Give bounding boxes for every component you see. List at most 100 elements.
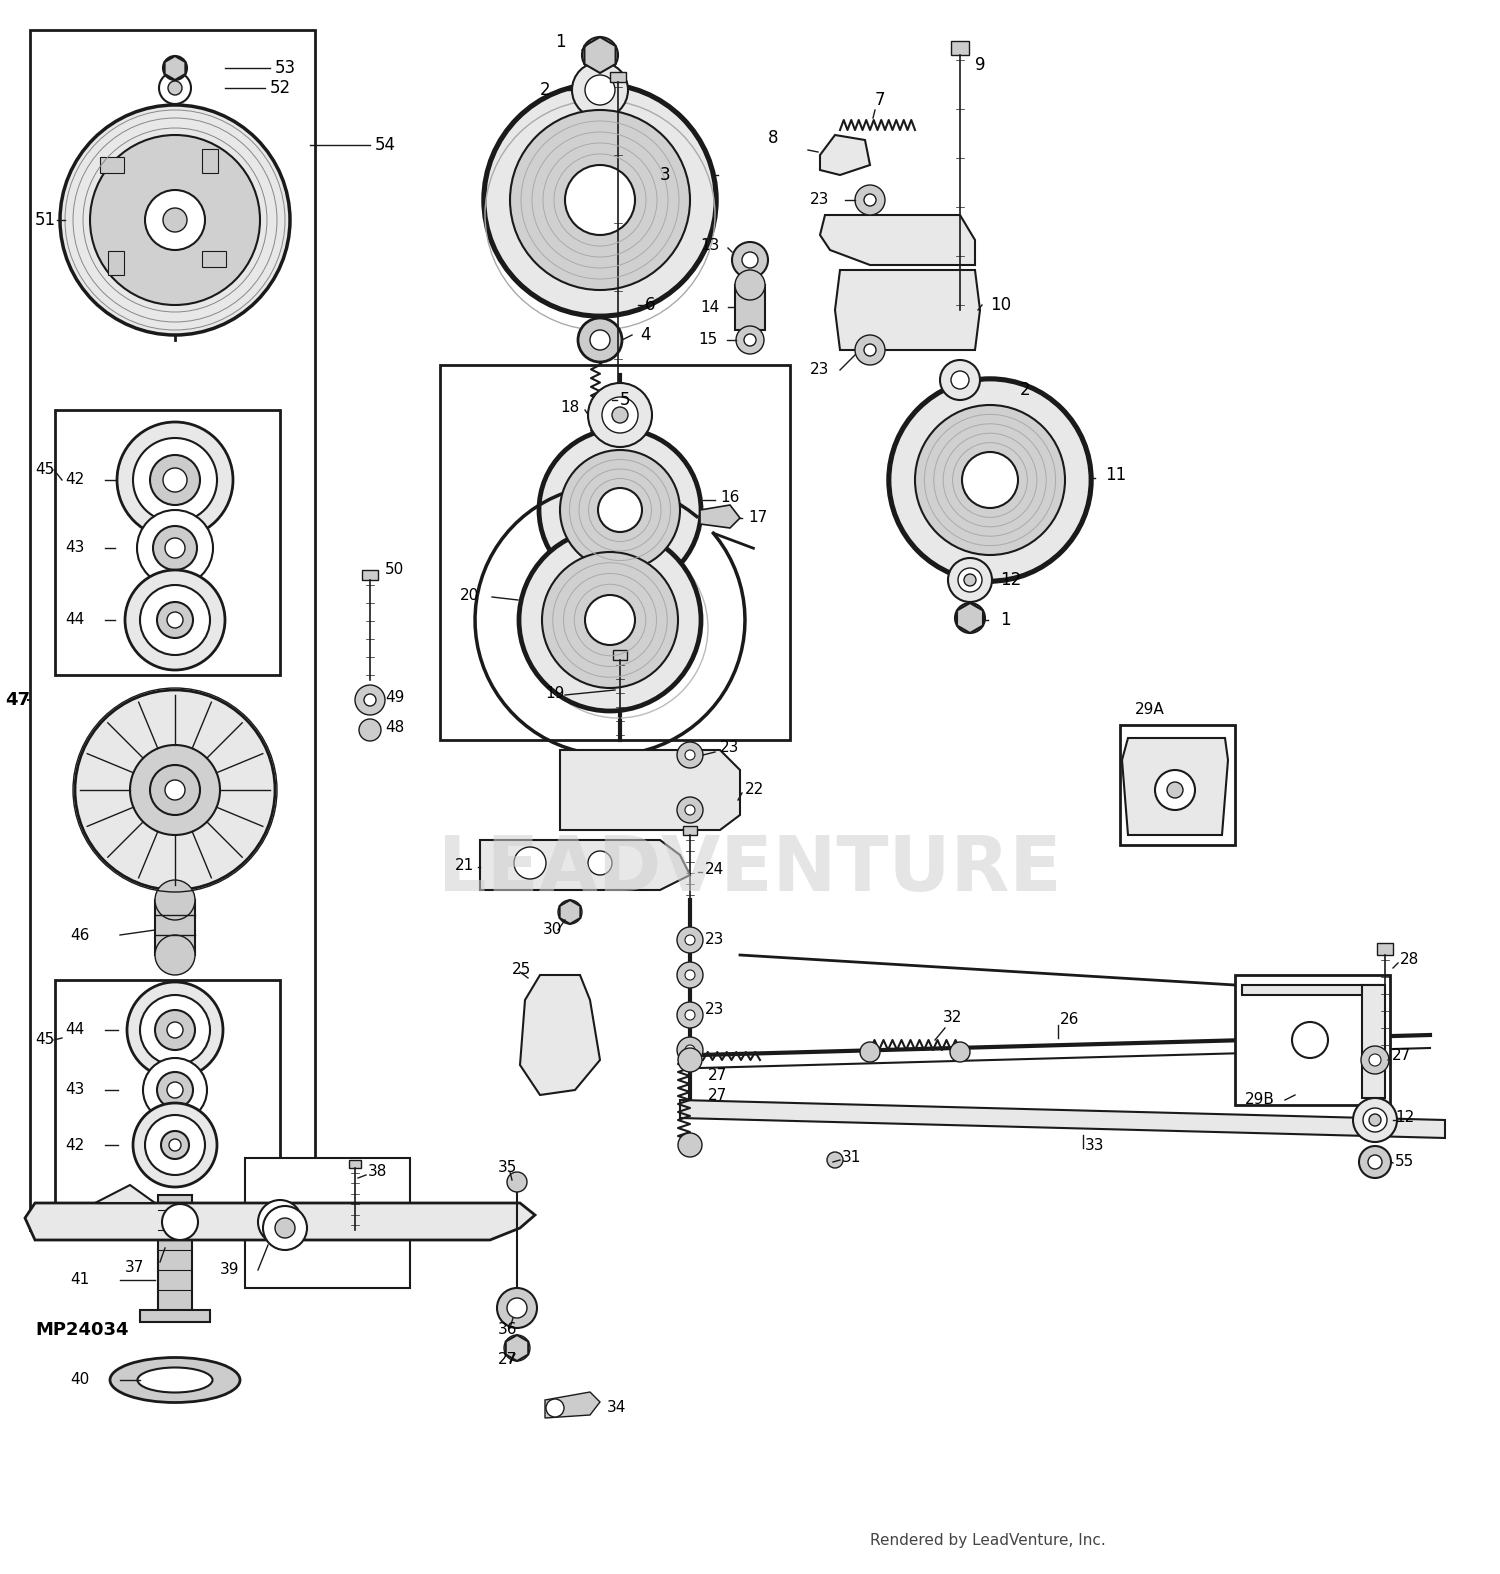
Text: 25: 25	[512, 962, 531, 977]
Circle shape	[504, 1335, 530, 1362]
Circle shape	[676, 927, 703, 952]
Circle shape	[588, 382, 652, 447]
Text: 21: 21	[454, 858, 474, 872]
Text: 31: 31	[842, 1151, 861, 1165]
Circle shape	[150, 765, 200, 815]
Text: 27: 27	[708, 1088, 728, 1102]
Circle shape	[915, 405, 1065, 556]
Circle shape	[496, 1288, 537, 1328]
Circle shape	[736, 326, 764, 354]
Circle shape	[735, 271, 765, 301]
Polygon shape	[94, 1185, 154, 1203]
Text: 17: 17	[748, 510, 766, 526]
Circle shape	[1360, 1047, 1389, 1073]
Text: 45: 45	[34, 1033, 54, 1048]
Circle shape	[130, 745, 220, 834]
Circle shape	[150, 455, 200, 505]
Circle shape	[678, 1048, 702, 1072]
Text: 20: 20	[460, 587, 480, 603]
Circle shape	[676, 962, 703, 988]
Text: 40: 40	[70, 1373, 90, 1388]
Text: 23: 23	[705, 1003, 724, 1017]
Text: 12: 12	[1000, 571, 1022, 589]
Circle shape	[602, 397, 638, 433]
Circle shape	[676, 796, 703, 823]
Text: 12: 12	[1395, 1111, 1414, 1125]
Text: 13: 13	[700, 238, 720, 252]
Circle shape	[590, 331, 610, 349]
Circle shape	[75, 689, 274, 889]
Circle shape	[124, 570, 225, 671]
Text: 9: 9	[975, 57, 986, 74]
Circle shape	[827, 1152, 843, 1168]
Circle shape	[146, 1114, 206, 1176]
Polygon shape	[520, 974, 600, 1096]
Text: 4: 4	[640, 326, 651, 345]
Text: 5: 5	[620, 390, 630, 409]
Text: 2: 2	[540, 80, 550, 99]
Bar	[682, 826, 698, 834]
Text: 54: 54	[375, 135, 396, 154]
Polygon shape	[1122, 738, 1228, 834]
Circle shape	[950, 1042, 970, 1062]
Text: 38: 38	[368, 1165, 387, 1179]
Text: 29A: 29A	[1136, 702, 1164, 718]
Circle shape	[90, 135, 260, 305]
Circle shape	[128, 982, 224, 1078]
Polygon shape	[957, 603, 982, 633]
Circle shape	[686, 1011, 694, 1020]
Circle shape	[170, 1140, 182, 1151]
Circle shape	[676, 741, 703, 768]
Bar	[735, 285, 765, 331]
Circle shape	[962, 452, 1018, 508]
Text: 15: 15	[698, 332, 717, 348]
Ellipse shape	[138, 1368, 213, 1393]
Text: 27: 27	[498, 1352, 517, 1368]
Circle shape	[1368, 1155, 1382, 1169]
Bar	[350, 1160, 361, 1168]
Circle shape	[146, 190, 206, 250]
Text: 41: 41	[70, 1272, 90, 1288]
Text: 22: 22	[746, 782, 764, 798]
Text: Rendered by LeadVenture, Inc.: Rendered by LeadVenture, Inc.	[870, 1533, 1106, 1547]
Text: 23: 23	[705, 932, 724, 948]
Circle shape	[356, 685, 386, 715]
Bar	[362, 570, 378, 579]
Circle shape	[585, 76, 615, 105]
Polygon shape	[700, 505, 740, 527]
Circle shape	[948, 559, 992, 601]
Circle shape	[258, 1199, 302, 1243]
Circle shape	[1370, 1114, 1382, 1125]
Polygon shape	[1242, 985, 1382, 1025]
Circle shape	[582, 38, 618, 72]
Circle shape	[140, 995, 210, 1066]
Bar	[202, 150, 217, 173]
Text: 26: 26	[1060, 1012, 1080, 1028]
Text: 24: 24	[705, 863, 724, 877]
Circle shape	[165, 781, 184, 800]
Text: 2: 2	[1020, 381, 1031, 398]
Circle shape	[964, 575, 976, 586]
Circle shape	[164, 467, 188, 493]
Text: 23: 23	[720, 740, 740, 756]
Text: 19: 19	[544, 686, 564, 700]
Text: 10: 10	[990, 296, 1011, 313]
Circle shape	[507, 1299, 526, 1317]
Circle shape	[558, 900, 582, 924]
Text: 44: 44	[64, 1023, 84, 1037]
Circle shape	[1292, 1022, 1328, 1058]
Circle shape	[117, 422, 232, 538]
Circle shape	[158, 601, 194, 637]
Polygon shape	[480, 841, 690, 889]
Circle shape	[154, 1011, 195, 1050]
Circle shape	[686, 935, 694, 944]
Text: 43: 43	[64, 1083, 84, 1097]
Polygon shape	[821, 216, 975, 264]
Text: 29B: 29B	[1245, 1092, 1275, 1108]
Text: 1: 1	[1000, 611, 1011, 630]
Polygon shape	[506, 1335, 528, 1362]
Bar	[1234, 974, 1391, 1105]
Circle shape	[578, 318, 622, 362]
Text: 47: 47	[4, 691, 30, 708]
Text: 23: 23	[810, 362, 830, 378]
